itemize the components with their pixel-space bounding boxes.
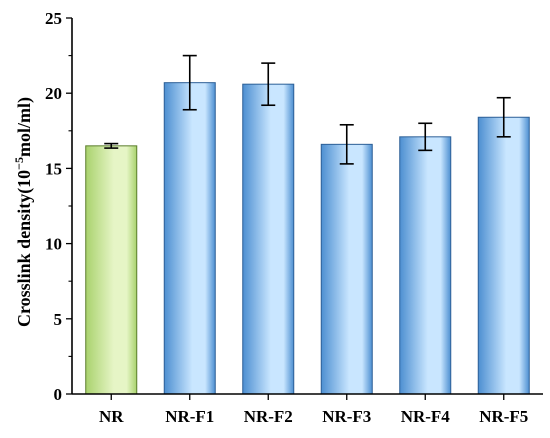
bar-nr-f2 bbox=[242, 83, 295, 395]
error-bar-nr-f3 bbox=[339, 123, 354, 165]
y-axis-title-suffix: mol/ml) bbox=[14, 97, 35, 157]
x-tick-label-nr-f1: NR-F1 bbox=[165, 407, 214, 426]
x-tick-label-nr-f3: NR-F3 bbox=[322, 407, 371, 426]
y-axis-title-superscript: −5 bbox=[12, 157, 26, 170]
y-tick-label-20: 20 bbox=[45, 84, 62, 103]
bar-nr-f5 bbox=[477, 116, 530, 395]
x-tick-label-nr-f4: NR-F4 bbox=[401, 407, 451, 426]
error-bar-nr-f2 bbox=[261, 62, 276, 107]
bar-nr-f3 bbox=[320, 143, 373, 395]
y-tick-label-5: 5 bbox=[54, 310, 63, 329]
axes-layer bbox=[71, 18, 543, 395]
bar-nr-f4 bbox=[399, 136, 452, 395]
y-axis-title-main: Crosslink density(10 bbox=[14, 170, 35, 327]
error-bars-layer bbox=[104, 54, 511, 165]
error-bar-nr-f5 bbox=[496, 96, 511, 138]
x-tick-label-nr-f2: NR-F2 bbox=[244, 407, 293, 426]
y-tick-label-15: 15 bbox=[45, 159, 62, 178]
bar-nr bbox=[85, 145, 138, 395]
y-axis-title: Crosslink density(10−5mol/ml) bbox=[12, 97, 35, 327]
y-tick-label-10: 10 bbox=[45, 235, 62, 254]
ticks-layer: NR NR-F1 NR-F2 NR-F3 NR-F4 NR-F5 0 5 10 15 20 25 bbox=[45, 9, 528, 426]
error-bar-nr-f4 bbox=[418, 122, 433, 152]
error-bar-nr bbox=[104, 142, 119, 149]
error-bar-nr-f1 bbox=[182, 54, 197, 111]
bars-layer bbox=[85, 82, 530, 395]
y-tick-label-25: 25 bbox=[45, 9, 62, 28]
x-tick-label-nr: NR bbox=[99, 407, 124, 426]
bar-nr-f1 bbox=[163, 82, 216, 395]
x-tick-label-nr-f5: NR-F5 bbox=[479, 407, 528, 426]
y-tick-label-0: 0 bbox=[54, 385, 63, 404]
